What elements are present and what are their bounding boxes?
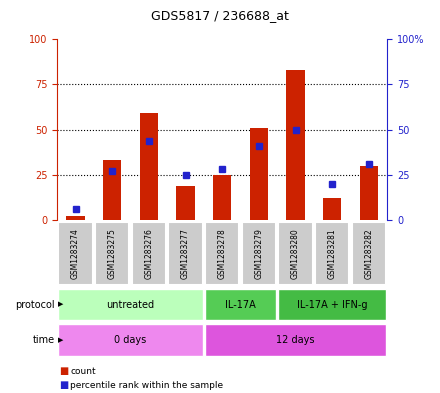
Bar: [176, 186, 195, 220]
Text: GSM1283281: GSM1283281: [328, 228, 337, 279]
Text: GSM1283274: GSM1283274: [71, 228, 80, 279]
Bar: [315, 222, 349, 285]
Bar: [58, 222, 93, 285]
Text: 12 days: 12 days: [276, 335, 315, 345]
Bar: [360, 166, 378, 220]
Bar: [352, 222, 386, 285]
Text: GSM1283280: GSM1283280: [291, 228, 300, 279]
Text: count: count: [70, 367, 96, 376]
Text: ■: ■: [59, 380, 69, 390]
Bar: [205, 324, 386, 356]
Bar: [242, 222, 276, 285]
Text: IL-17A: IL-17A: [225, 299, 256, 310]
Bar: [95, 222, 129, 285]
Bar: [286, 70, 305, 220]
Text: GSM1283277: GSM1283277: [181, 228, 190, 279]
Bar: [279, 222, 313, 285]
Bar: [279, 288, 386, 321]
Bar: [205, 222, 239, 285]
Text: time: time: [33, 335, 55, 345]
Bar: [213, 175, 231, 220]
Text: untreated: untreated: [106, 299, 154, 310]
Text: GSM1283278: GSM1283278: [218, 228, 227, 279]
Bar: [168, 222, 203, 285]
Bar: [323, 198, 341, 220]
Text: percentile rank within the sample: percentile rank within the sample: [70, 381, 224, 389]
Text: GSM1283275: GSM1283275: [108, 228, 117, 279]
Text: ▶: ▶: [58, 301, 63, 308]
Text: GSM1283282: GSM1283282: [364, 228, 374, 279]
Bar: [132, 222, 166, 285]
Bar: [103, 160, 121, 220]
Bar: [250, 128, 268, 220]
Bar: [66, 217, 85, 220]
Text: GSM1283279: GSM1283279: [254, 228, 264, 279]
Text: ■: ■: [59, 366, 69, 376]
Bar: [140, 114, 158, 220]
Text: 0 days: 0 days: [114, 335, 147, 345]
Bar: [205, 288, 276, 321]
Text: GDS5817 / 236688_at: GDS5817 / 236688_at: [151, 9, 289, 22]
Text: protocol: protocol: [15, 299, 55, 310]
Bar: [58, 324, 203, 356]
Text: ▶: ▶: [58, 337, 63, 343]
Text: GSM1283276: GSM1283276: [144, 228, 154, 279]
Bar: [58, 288, 203, 321]
Text: IL-17A + IFN-g: IL-17A + IFN-g: [297, 299, 367, 310]
